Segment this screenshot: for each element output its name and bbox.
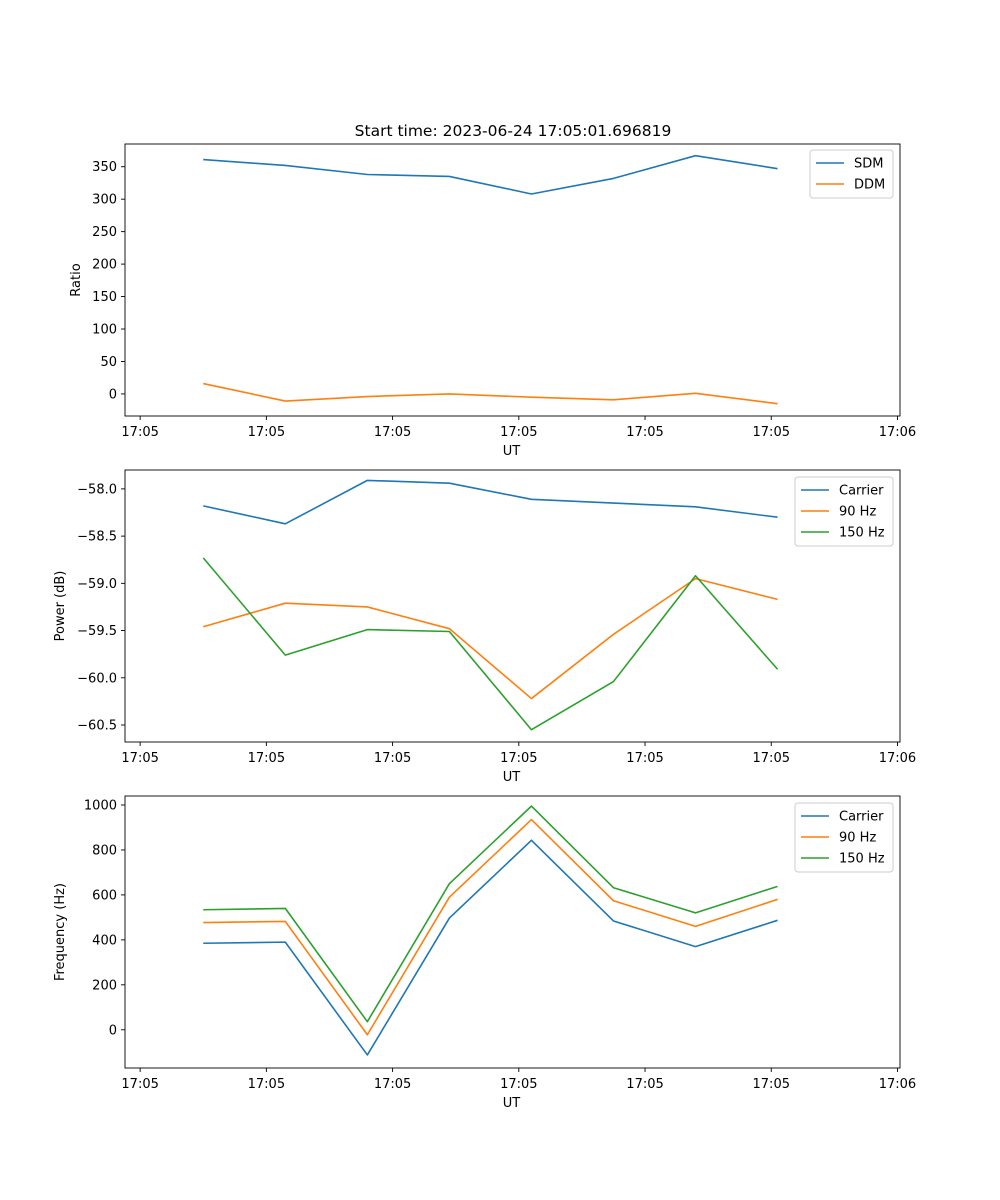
y-tick-label: −60.5 [77, 719, 117, 734]
y-tick-label: 350 [92, 160, 117, 175]
y-tick-label: 150 [92, 290, 117, 305]
x-tick-label: 17:05 [626, 1077, 663, 1092]
y-tick-label: 0 [109, 387, 117, 402]
y-tick-label: −58.5 [77, 530, 117, 545]
y-tick-label: 1000 [84, 798, 117, 813]
x-tick-label: 17:06 [879, 1077, 916, 1092]
series-line-sdm [203, 154, 778, 195]
y-tick-label: −58.0 [77, 482, 117, 497]
y-tick-label: 800 [92, 843, 117, 858]
y-tick-label: 600 [92, 888, 117, 903]
series-line-ddm [203, 382, 778, 405]
series-line-150-hz [203, 805, 778, 1023]
x-tick-label: 17:05 [753, 751, 790, 766]
series-line-carrier [203, 479, 778, 525]
x-axis-label: UT [503, 444, 521, 459]
y-tick-label: 50 [100, 355, 117, 370]
x-tick-label: 17:05 [626, 425, 663, 440]
x-tick-label: 17:05 [121, 751, 158, 766]
series-line-90-hz [203, 577, 778, 700]
x-tick-label: 17:05 [248, 751, 285, 766]
x-tick-label: 17:05 [374, 751, 411, 766]
y-tick-label: 100 [92, 323, 117, 338]
legend-label: DDM [854, 178, 885, 193]
x-axis-label: UT [503, 770, 521, 785]
legend-label: SDM [854, 157, 883, 172]
legend-label: 90 Hz [839, 505, 876, 520]
legend-box [809, 149, 894, 199]
legend-label: Carrier [839, 810, 884, 825]
y-tick-label: −59.0 [77, 577, 117, 592]
y-tick-label: 400 [92, 933, 117, 948]
legend-label: Carrier [839, 484, 884, 499]
x-tick-label: 17:05 [374, 1077, 411, 1092]
legend-label: 90 Hz [839, 831, 876, 846]
panels: 17:05 17:05 17:05 17:05 17:05 17:05 17:06 0 50 10… [53, 143, 916, 1111]
axes-frame [124, 469, 901, 743]
legend-box [794, 476, 894, 547]
x-tick-label: 17:05 [500, 1077, 537, 1092]
series-line-carrier [203, 839, 778, 1056]
y-tick-label: 200 [92, 258, 117, 273]
x-tick-label: 17:05 [248, 425, 285, 440]
y-axis-label: Power (dB) [53, 571, 68, 642]
y-tick-label: 0 [109, 1023, 117, 1038]
y-tick-label: 250 [92, 225, 117, 240]
y-tick-label: −59.5 [77, 624, 117, 639]
x-tick-label: 17:05 [626, 751, 663, 766]
x-tick-label: 17:05 [374, 425, 411, 440]
y-tick-label: 300 [92, 193, 117, 208]
y-axis-label: Ratio [69, 263, 84, 296]
legend-label: 150 Hz [839, 526, 885, 541]
axes-frame [124, 143, 901, 417]
x-tick-label: 17:06 [879, 751, 916, 766]
x-tick-label: 17:05 [121, 425, 158, 440]
figure-title: Start time: 2023-06-24 17:05:01.696819 [355, 122, 672, 140]
series-line-150-hz [202, 557, 779, 731]
x-axis-label: UT [503, 1096, 521, 1111]
x-tick-label: 17:05 [500, 425, 537, 440]
series-line-90-hz [203, 818, 778, 1036]
y-tick-label: 200 [92, 978, 117, 993]
x-tick-label: 17:06 [879, 425, 916, 440]
x-tick-label: 17:05 [753, 1077, 790, 1092]
y-axis-label: Frequency (Hz) [53, 883, 68, 981]
axes-frame [124, 795, 901, 1069]
chart-panel-1: 17:05 17:05 17:05 17:05 17:05 17:05 17:06 0 50 10… [69, 143, 916, 459]
x-tick-label: 17:05 [248, 1077, 285, 1092]
chart-panel-2: 17:05 17:05 17:05 17:05 17:05 17:05 17:06 −60.5… [53, 469, 916, 785]
legend-box [794, 802, 894, 873]
y-tick-label: −60.0 [77, 671, 117, 686]
x-tick-label: 17:05 [753, 425, 790, 440]
x-tick-label: 17:05 [500, 751, 537, 766]
chart-panel-3: 17:05 17:05 17:05 17:05 17:05 17:05 17:06 0 200 4… [53, 795, 916, 1111]
x-tick-label: 17:05 [121, 1077, 158, 1092]
legend-label: 150 Hz [839, 852, 885, 867]
